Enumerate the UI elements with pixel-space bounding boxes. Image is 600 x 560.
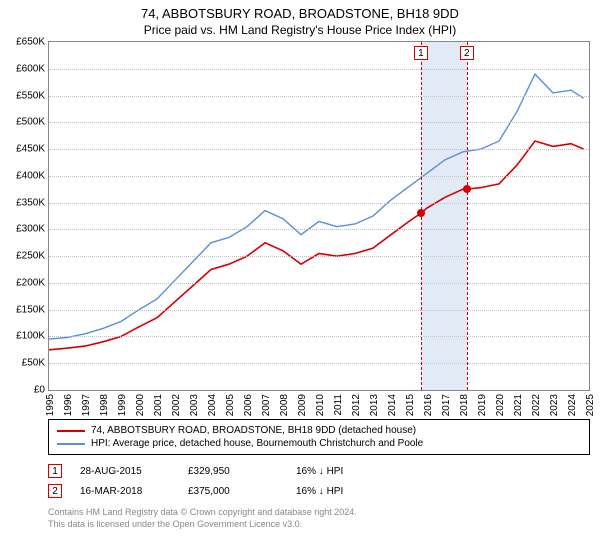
marker-vline: [467, 42, 468, 390]
transaction-price: £329,950: [188, 466, 278, 477]
x-axis-label: 2023: [549, 394, 560, 416]
transaction-marker: 2: [48, 484, 62, 498]
y-axis-label: £150K: [16, 304, 45, 315]
legend-swatch: [57, 430, 85, 432]
chart-footer: Contains HM Land Registry data © Crown c…: [48, 507, 590, 530]
x-axis-label: 2021: [513, 394, 524, 416]
y-axis-label: £0: [34, 385, 45, 396]
y-axis-label: £550K: [16, 90, 45, 101]
footer-line-2: This data is licensed under the Open Gov…: [48, 519, 590, 531]
transaction-delta: 16% ↓ HPI: [296, 486, 386, 497]
transaction-date: 28-AUG-2015: [80, 466, 170, 477]
transaction-price: £375,000: [188, 486, 278, 497]
x-axis-label: 2005: [225, 394, 236, 416]
gridline: [49, 176, 589, 177]
x-axis-label: 1998: [99, 394, 110, 416]
x-axis-label: 2008: [279, 394, 290, 416]
gridline: [49, 229, 589, 230]
x-axis-label: 2015: [405, 394, 416, 416]
marker-dot: [463, 185, 471, 193]
x-axis-label: 2002: [171, 394, 182, 416]
y-axis-label: £300K: [16, 224, 45, 235]
transaction-delta: 16% ↓ HPI: [296, 466, 386, 477]
chart-legend: 74, ABBOTSBURY ROAD, BROADSTONE, BH18 9D…: [48, 419, 590, 455]
transaction-row: 2 16-MAR-2018 £375,000 16% ↓ HPI: [48, 481, 590, 501]
y-axis-label: £50K: [22, 358, 45, 369]
x-axis-label: 1997: [81, 394, 92, 416]
x-axis-label: 2013: [369, 394, 380, 416]
x-axis-label: 2014: [387, 394, 398, 416]
gridline: [49, 69, 589, 70]
chart-plot-area: £0£50K£100K£150K£200K£250K£300K£350K£400…: [48, 41, 590, 391]
y-axis-label: £600K: [16, 63, 45, 74]
series-line-hpi: [49, 74, 584, 339]
x-axis-label: 2012: [351, 394, 362, 416]
legend-label: 74, ABBOTSBURY ROAD, BROADSTONE, BH18 9D…: [91, 425, 416, 436]
x-axis-label: 2009: [297, 394, 308, 416]
x-axis-label: 1995: [45, 394, 56, 416]
x-axis-label: 2000: [135, 394, 146, 416]
transaction-table: 1 28-AUG-2015 £329,950 16% ↓ HPI 2 16-MAR-201…: [48, 461, 590, 501]
y-axis-label: £100K: [16, 331, 45, 342]
gridline: [49, 122, 589, 123]
transaction-marker: 1: [48, 464, 62, 478]
gridline: [49, 336, 589, 337]
x-axis-label: 2007: [261, 394, 272, 416]
transaction-row: 1 28-AUG-2015 £329,950 16% ↓ HPI: [48, 461, 590, 481]
y-axis-label: £250K: [16, 251, 45, 262]
x-axis-label: 2016: [423, 394, 434, 416]
x-axis-label: 2001: [153, 394, 164, 416]
footer-line-1: Contains HM Land Registry data © Crown c…: [48, 507, 590, 519]
legend-item: HPI: Average price, detached house, Bour…: [57, 437, 581, 450]
y-axis-label: £200K: [16, 277, 45, 288]
x-axis-label: 2011: [333, 394, 344, 416]
x-axis-label: 1996: [63, 394, 74, 416]
y-axis-label: £650K: [16, 37, 45, 48]
series-line-price_paid: [49, 141, 584, 350]
x-axis-label: 2019: [477, 394, 488, 416]
y-axis-label: £450K: [16, 144, 45, 155]
marker-label: 1: [414, 46, 428, 60]
x-axis-label: 2022: [531, 394, 542, 416]
gridline: [49, 203, 589, 204]
chart-svg: [49, 42, 589, 390]
chart-subtitle: Price paid vs. HM Land Registry's House …: [0, 21, 600, 41]
gridline: [49, 96, 589, 97]
x-axis-label: 2004: [207, 394, 218, 416]
x-axis-label: 2025: [585, 394, 596, 416]
gridline: [49, 256, 589, 257]
x-axis-label: 2024: [567, 394, 578, 416]
y-axis-label: £350K: [16, 197, 45, 208]
x-axis-label: 2006: [243, 394, 254, 416]
x-axis-label: 2010: [315, 394, 326, 416]
x-axis-label: 2020: [495, 394, 506, 416]
y-axis-label: £400K: [16, 170, 45, 181]
x-axis-label: 2017: [441, 394, 452, 416]
x-axis-label: 1999: [117, 394, 128, 416]
marker-label: 2: [460, 46, 474, 60]
legend-label: HPI: Average price, detached house, Bour…: [91, 438, 423, 449]
x-axis-label: 2003: [189, 394, 200, 416]
legend-swatch: [57, 443, 85, 445]
y-axis-label: £500K: [16, 117, 45, 128]
transaction-date: 16-MAR-2018: [80, 486, 170, 497]
gridline: [49, 149, 589, 150]
x-axis-label: 2018: [459, 394, 470, 416]
legend-item: 74, ABBOTSBURY ROAD, BROADSTONE, BH18 9D…: [57, 424, 581, 437]
gridline: [49, 283, 589, 284]
marker-dot: [417, 209, 425, 217]
chart-title: 74, ABBOTSBURY ROAD, BROADSTONE, BH18 9D…: [0, 0, 600, 21]
gridline: [49, 310, 589, 311]
gridline: [49, 363, 589, 364]
